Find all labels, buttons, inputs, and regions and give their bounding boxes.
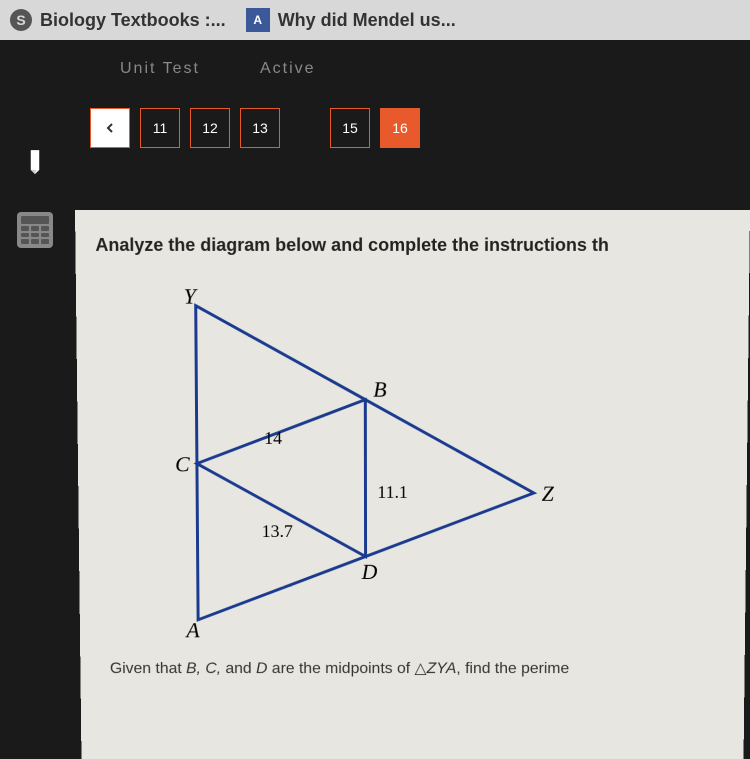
vertex-b-label: B xyxy=(373,377,386,402)
question-navigation: 11 12 13 15 16 xyxy=(0,108,750,148)
tab-label: Biology Textbooks :... xyxy=(40,10,226,31)
instruction-text: Analyze the diagram below and complete t… xyxy=(95,235,729,256)
tab-icon-s: S xyxy=(10,9,32,31)
vertex-d-label: D xyxy=(361,559,378,583)
diagram-svg: Y A Z B C D 14 11.1 13.7 xyxy=(116,276,575,649)
unit-test-label: Unit Test xyxy=(120,60,200,78)
browser-tab-biology[interactable]: S Biology Textbooks :... xyxy=(10,9,226,31)
question-prompt: Given that B, C, and D are the midpoints… xyxy=(110,659,725,678)
question-16-button[interactable]: 16 xyxy=(380,108,420,148)
browser-tab-mendel[interactable]: A Why did Mendel us... xyxy=(246,8,456,32)
question-13-button[interactable]: 13 xyxy=(240,108,280,148)
segment-cb-value: 14 xyxy=(264,428,282,448)
pencil-icon xyxy=(12,137,57,182)
question-content: Analyze the diagram below and complete t… xyxy=(75,210,750,759)
question-15-button[interactable]: 15 xyxy=(330,108,370,148)
tab-label: Why did Mendel us... xyxy=(278,10,456,31)
vertex-c-label: C xyxy=(175,452,190,477)
question-11-button[interactable]: 11 xyxy=(140,108,180,148)
quiz-header: Unit Test Active 11 12 13 15 16 xyxy=(0,40,750,210)
tab-icon-a: A xyxy=(246,8,270,32)
vertex-a-label: A xyxy=(184,618,200,642)
segment-cd-value: 13.7 xyxy=(262,521,293,541)
browser-tab-bar: S Biology Textbooks :... A Why did Mende… xyxy=(0,0,750,40)
vertex-z-label: Z xyxy=(542,481,555,505)
nav-prev-button[interactable] xyxy=(90,108,130,148)
pencil-tool-button[interactable] xyxy=(7,132,64,189)
chevron-left-icon xyxy=(104,122,116,134)
tool-sidebar xyxy=(15,140,55,250)
triangle-diagram: Y A Z B C D 14 11.1 13.7 xyxy=(116,276,575,649)
calculator-icon xyxy=(17,212,53,248)
active-label: Active xyxy=(260,60,316,78)
calculator-tool-button[interactable] xyxy=(15,210,55,250)
segment-bd-value: 11.1 xyxy=(377,482,408,502)
header-labels: Unit Test Active xyxy=(0,60,750,78)
question-12-button[interactable]: 12 xyxy=(190,108,230,148)
